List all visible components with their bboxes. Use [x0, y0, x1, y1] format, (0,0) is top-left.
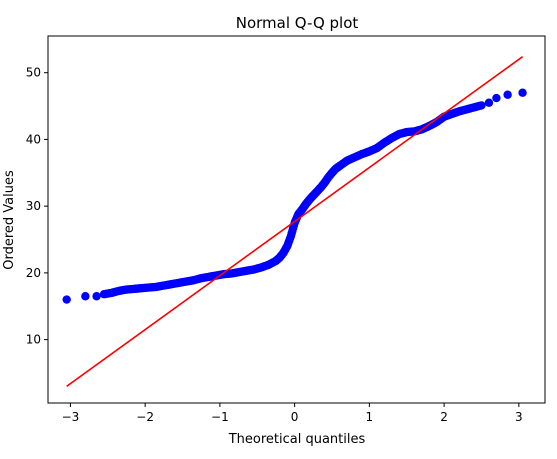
- x-axis: −3 −2 −1 0 1 2 3: [62, 403, 523, 424]
- x-tick-label: 3: [515, 410, 523, 424]
- data-point: [92, 292, 101, 301]
- plot-frame: [47, 35, 546, 404]
- data-point: [492, 93, 501, 103]
- x-tick-label: 2: [440, 410, 448, 424]
- data-point: [503, 90, 512, 99]
- reference-line: [66, 56, 524, 387]
- x-tick-label: −2: [136, 410, 154, 424]
- y-tick-label: 20: [26, 266, 41, 280]
- x-tick-label: −1: [211, 410, 229, 424]
- data-point: [484, 98, 494, 107]
- data-point: [81, 292, 90, 301]
- x-axis-label: Theoretical quantiles: [228, 432, 366, 447]
- y-tick-label: 40: [26, 132, 41, 146]
- plot-marks: [62, 56, 527, 387]
- y-axis-label: Ordered Values: [2, 170, 17, 270]
- data-point: [518, 88, 527, 97]
- y-tick-label: 30: [26, 199, 41, 213]
- y-tick-label: 10: [26, 333, 41, 347]
- x-tick-label: 0: [291, 410, 299, 424]
- x-tick-label: −3: [62, 410, 80, 424]
- data-point: [62, 295, 71, 304]
- y-tick-label: 50: [26, 66, 41, 80]
- data-point: [477, 101, 486, 110]
- chart-title: Normal Q-Q plot: [236, 14, 359, 32]
- x-tick-label: 1: [366, 410, 374, 424]
- y-axis: 10 20 30 40 50: [26, 66, 48, 347]
